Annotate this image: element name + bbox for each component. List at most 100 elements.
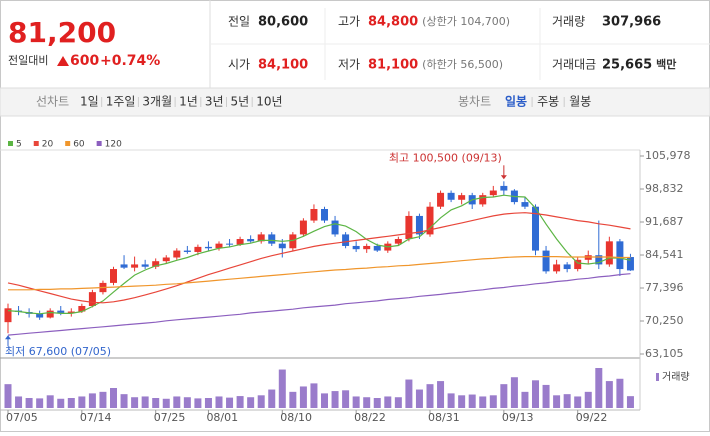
range-button[interactable]: 1년 [179,95,198,109]
volume-bar [194,398,202,408]
toolbar: 선차트 1일 1주일 3개월 1년 3년 5년 10년 봉차트 일봉 주봉 월봉 [0,87,710,117]
legend-label: 60 [73,140,85,150]
candle-body [321,209,328,221]
field-label: 저가 [338,58,360,72]
candle-body [194,246,202,252]
field-value: 81,100 [368,58,418,73]
volume-bar [437,381,445,408]
legend-swatch [656,373,659,381]
volume-bar [299,386,307,408]
candle-body [595,255,603,265]
volume-bar [173,396,181,408]
candle-body [521,202,529,207]
volume-bar [131,397,139,408]
volume-bar [99,391,107,408]
range-button[interactable]: 5년 [231,95,250,109]
candle-body [489,190,497,196]
volume-bar [574,396,582,408]
volume-bar [510,377,518,408]
field-value: 84,100 [258,58,308,73]
field-note: (상한가 104,700) [422,15,510,28]
volume-bar [447,393,455,408]
candle-body [373,245,381,251]
x-tick-label: 08/10 [280,411,312,424]
volume-bar [458,395,466,408]
field-value: 25,665 [602,58,652,73]
candle-body [437,192,445,207]
field-label: 고가 [338,15,360,29]
legend-label: 5 [16,140,22,150]
candle-body [162,257,170,262]
volume-bar [426,384,434,408]
candle-body [57,310,65,313]
legend-label: 20 [42,140,54,150]
ma-line [7,212,631,304]
field-label: 전일 [228,15,250,29]
candle-body [426,206,434,235]
legend-label: 120 [105,140,122,150]
candle-body [342,234,350,246]
candle-body [183,250,191,252]
field-label: 거래량 [552,15,585,29]
annotation-arrow-head [5,335,11,340]
period-button[interactable]: 주봉 [537,95,559,109]
legend-swatch [33,141,39,146]
field-note: (하한가 56,500) [422,57,503,71]
period-button[interactable]: 일봉 [505,95,527,109]
x-tick-label: 07/05 [6,411,38,424]
range-button[interactable]: 1일 [80,95,99,109]
field-label: 거래대금 [552,58,596,72]
candle-body [394,239,402,244]
y-tick-label: 84,541 [645,248,684,261]
candle-body [500,185,508,191]
candle-body [289,234,297,249]
candle-body [110,269,117,283]
change-pct: +0.74% [100,53,160,69]
volume-bar [204,398,212,408]
y-tick-label: 98,832 [645,182,684,195]
volume-bar [236,396,244,408]
candle-body [363,245,371,250]
volume-label: 거래량 [662,371,690,383]
candle-body [299,220,307,235]
volume-bar [183,397,191,408]
volume-bar [162,398,170,408]
x-tick-label: 07/25 [154,411,186,424]
volume-bar [321,393,328,408]
volume-bar [268,389,276,408]
candle-body [67,311,75,313]
candle-body [257,234,265,242]
volume-bar [88,393,96,408]
legend-swatch [8,141,13,146]
candle-body [78,305,86,312]
volume-bar [141,396,149,408]
range-button[interactable]: 10년 [256,95,282,109]
volume-bar [15,396,23,408]
candle-body [479,195,487,205]
volume-bar [415,389,423,408]
candle-body [215,243,223,249]
volume-bar [626,396,634,408]
volume-bar [595,368,603,408]
candle-body [616,241,624,270]
field-label: 시가 [228,58,250,72]
y-tick-label: 70,250 [645,314,684,327]
range-button[interactable]: 3개월 [142,95,172,109]
legend-swatch [96,141,102,146]
ma-line [7,194,631,315]
period-button[interactable]: 월봉 [569,95,591,109]
range-button[interactable]: 3년 [205,95,224,109]
x-tick-label: 09/22 [576,411,608,424]
toolbar-label: 선차트 [36,95,69,109]
candle-body [247,239,255,242]
legend-swatch [65,141,71,146]
candle-body [236,239,244,245]
volume-bar [521,391,529,408]
range-button[interactable]: 1주일 [106,95,136,109]
volume-bar [120,394,128,408]
candle-body [278,243,286,249]
candle-body [574,259,582,270]
candle-body [553,264,561,272]
candle-body [605,241,613,265]
